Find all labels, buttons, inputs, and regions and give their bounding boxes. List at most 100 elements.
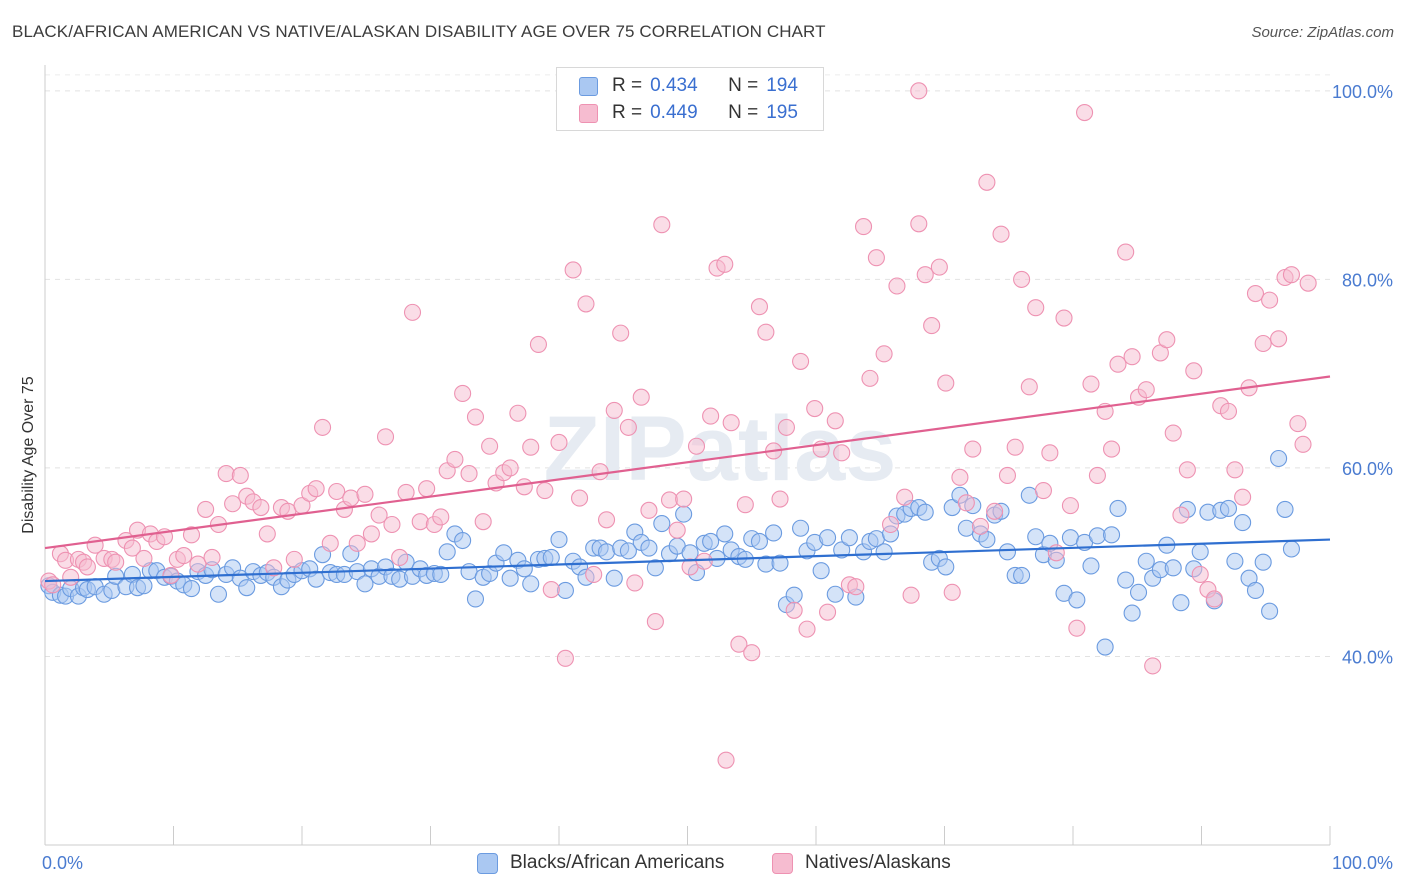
blue-point [1219,499,1238,518]
blue-point [1137,552,1155,570]
x-tick-label: 0.0% [42,853,83,873]
blue-point [307,570,325,588]
pink-point [577,295,595,313]
blue-point [1088,527,1106,545]
pink-point [411,513,429,531]
pink-point [571,489,589,507]
blue-point [1109,499,1127,518]
blue-swatch [579,76,598,96]
blue-point [522,575,540,593]
pink-point [328,482,346,501]
pink-point [258,525,276,543]
pink-point [757,323,775,341]
pink-point [556,649,574,667]
blue-point [937,558,955,576]
trend-lines [44,375,1331,583]
pink-point [1068,619,1086,637]
pink-point [722,414,740,432]
y-tick-label: 100.0% [1332,82,1393,102]
pink-point [867,249,885,267]
blue-point [1068,591,1086,609]
blue-point [765,524,783,542]
pink-point [1055,309,1073,327]
blue-point [1027,528,1045,546]
pink-point [1117,243,1135,261]
pink-point [1088,466,1106,485]
legend-item-natives: Natives/Alaskans [772,852,951,874]
pink-point [777,418,795,436]
legend-label: Natives/Alaskans [805,852,951,873]
blue-point [819,529,837,547]
pink-point [1270,330,1288,348]
blue-swatch [477,852,498,874]
pink-point [605,401,623,419]
legend-label: Blacks/African Americans [510,852,725,873]
pink-swatch [579,103,598,123]
n-label: N = [728,102,759,123]
blue-point [103,581,121,600]
pink-point [771,490,789,508]
y-axis-label: Disability Age Over 75 [20,376,37,534]
blue-point [515,560,533,578]
pink-point [785,601,803,619]
pink-point [992,225,1010,243]
pink-point [806,399,824,418]
blue-point [812,562,830,580]
pink-point [550,433,568,452]
pink-point [951,468,969,486]
pink-point [509,404,527,422]
pink-point [1013,270,1031,288]
pink-point [391,548,409,567]
pink-point [660,491,679,509]
pink-point [362,525,380,543]
pink-point [937,374,955,392]
pink-point [542,580,560,599]
pink-point [1299,274,1317,292]
blue-point [1082,557,1100,575]
pink-point [854,218,873,236]
pink-point [1261,291,1279,309]
pink-point [695,552,713,570]
correlation-legend: R = 0.434 N = 194 R = 0.449 N = 195 [556,67,824,131]
blue-point [1013,566,1031,584]
pink-point [750,298,769,316]
pink-point [1076,103,1094,122]
pink-point [646,613,664,631]
pink-point [466,408,485,426]
pink-point [376,428,395,446]
blue-point [1246,581,1265,600]
blue-point [1270,449,1288,468]
pink-point [460,465,478,483]
pink-point [971,517,990,535]
pink-point [522,438,540,456]
y-tick-label: 60.0% [1342,459,1393,479]
legend-row-pink: R = 0.449 N = 195 [579,100,798,126]
n-label: N = [728,75,759,96]
pink-point [1061,497,1079,515]
pink-point [1144,657,1162,675]
pink-series-points [40,82,1317,769]
pink-point [1020,378,1038,396]
blue-point [716,525,734,543]
blue-point [702,532,720,551]
blue-point [1117,571,1135,589]
blue-point [750,532,769,551]
pink-point [792,352,810,370]
blue-point [495,544,513,562]
legend-row-blue: R = 0.434 N = 194 [579,73,798,99]
blue-point [619,542,637,560]
y-tick-label: 80.0% [1342,270,1393,290]
pink-point [78,558,96,576]
blue-point [1123,604,1141,622]
r-label: R = [612,102,643,123]
pink-point [135,549,153,567]
r-value: 0.434 [650,75,698,96]
pink-point [819,603,837,621]
pink-point [1294,435,1312,453]
pink-point [910,82,928,100]
blue-point [1191,543,1209,561]
blue-point [1254,553,1272,571]
pink-point [370,506,388,524]
blue-point [550,531,568,549]
pink-point [1103,440,1121,458]
